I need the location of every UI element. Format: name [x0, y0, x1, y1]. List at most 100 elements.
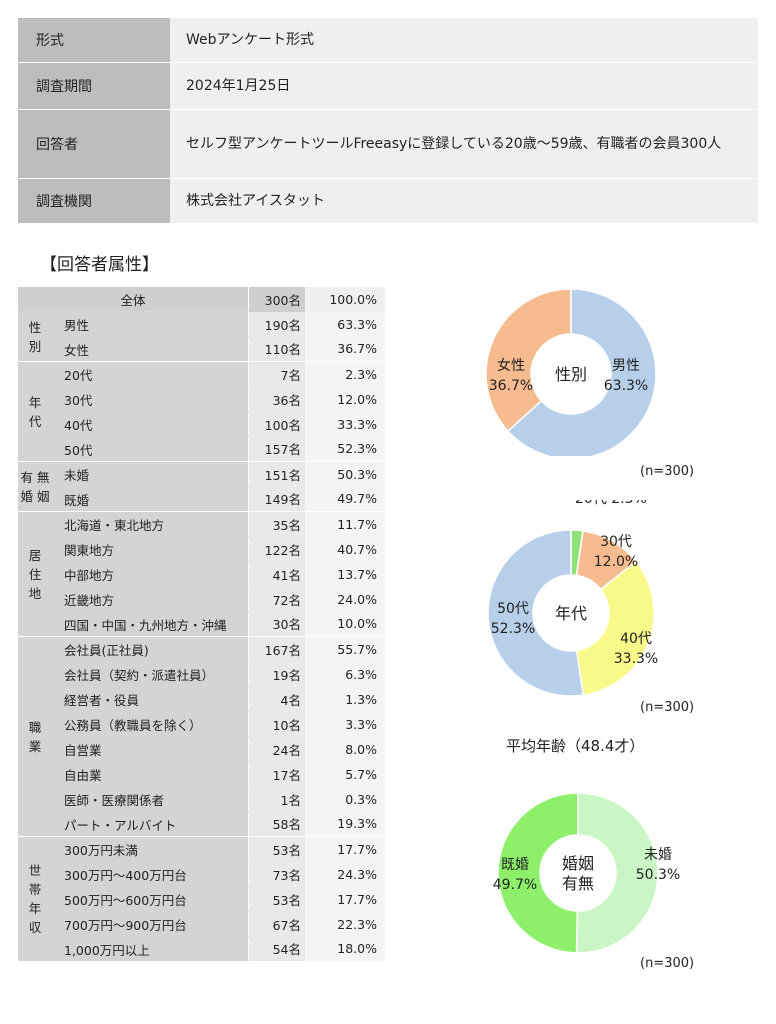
attribute-count: 157名 — [248, 436, 305, 462]
gender-donut-svg: 性別 男性 63.3% 女性 36.7% — [485, 288, 657, 460]
attribute-row: 40代 100名 33.3% — [18, 411, 385, 437]
group-label: 居住地 — [18, 511, 52, 637]
attribute-pct: 17.7% — [305, 836, 385, 862]
attribute-pct: 52.3% — [305, 436, 385, 462]
attribute-pct: 22.3% — [305, 911, 385, 937]
slice-label-name: 男性 — [612, 358, 640, 374]
slice-label-name: 女性 — [497, 357, 525, 374]
attribute-pct: 10.0% — [305, 611, 385, 637]
info-row-organization: 調査機関 株式会社アイスタット — [18, 179, 758, 224]
attribute-label: 500万円～600万円台 — [52, 886, 249, 912]
attribute-pct: 11.7% — [305, 511, 385, 537]
donut-center-label: 有無 — [562, 874, 594, 893]
attribute-row: パート・アルバイト 58名 19.3% — [18, 811, 385, 837]
slice-label-name: 30代 — [600, 534, 632, 550]
attribute-row: 500万円～600万円台 53名 17.7% — [18, 886, 385, 912]
total-label: 全体 — [18, 287, 249, 312]
attribute-pct: 50.3% — [305, 461, 385, 487]
attribute-row: 700万円～900万円台 67名 22.3% — [18, 911, 385, 937]
donut-slice-40代 — [575, 560, 655, 696]
attribute-row: 性別男性 190名 63.3% — [18, 311, 385, 362]
donut-slice-未婚 — [575, 792, 659, 954]
slice-label-pct: 50.3% — [636, 867, 680, 883]
info-value: Webアンケート形式 — [170, 18, 758, 62]
attribute-row: 医師・医療関係者 1名 0.3% — [18, 786, 385, 812]
attribute-label: 四国・中国・九州地方・沖縄 — [52, 611, 249, 637]
attribute-count: 167名 — [248, 636, 305, 662]
attribute-pct: 3.3% — [305, 711, 385, 737]
attribute-label: 男性 — [52, 311, 249, 337]
attribute-row: 自営業 24名 8.0% — [18, 736, 385, 762]
attribute-label: 関東地方 — [52, 536, 249, 562]
attribute-pct: 55.7% — [305, 636, 385, 662]
attribute-pct: 6.3% — [305, 661, 385, 687]
attribute-label: 700万円～900万円台 — [52, 911, 249, 937]
info-label: 調査機関 — [18, 179, 170, 223]
info-row-period: 調査期間 2024年1月25日 — [18, 63, 758, 110]
attribute-label: 医師・医療関係者 — [52, 786, 249, 812]
attribute-pct: 19.3% — [305, 811, 385, 837]
slice-label-pct: 63.3% — [604, 378, 648, 394]
donut-center-label: 婚姻 — [562, 854, 594, 873]
attribute-pct: 0.3% — [305, 786, 385, 812]
attribute-row: 1,000万円以上 54名 18.0% — [18, 936, 385, 962]
group-label: 有 無婚 姻 — [18, 461, 52, 512]
attribute-row: 50代 157名 52.3% — [18, 436, 385, 462]
attribute-label: 300万円未満 — [52, 836, 249, 862]
donut-slice-既婚 — [497, 792, 579, 954]
donut-slice-女性 — [485, 288, 572, 433]
attribute-count: 36名 — [248, 386, 305, 412]
attribute-row: 四国・中国・九州地方・沖縄 30名 10.0% — [18, 611, 385, 637]
attribute-row: 年代 20代 7名 2.3% — [18, 361, 385, 462]
attribute-label: 自由業 — [52, 761, 249, 787]
slice-label-pct: 36.7% — [489, 378, 533, 394]
attribute-pct: 5.7% — [305, 761, 385, 787]
attribute-count: 54名 — [248, 936, 305, 962]
age-donut-chart: 年代 20代 2.3% 30代 12.0% 40代 33.3% 50代 52.3% — [478, 491, 698, 714]
attribute-row: 世帯年収 300万円未満 53名 17.7% — [18, 836, 385, 962]
slice-label: 20代 2.3% — [575, 500, 647, 507]
attribute-label: 北海道・東北地方 — [52, 511, 249, 537]
attribute-row: 会社員（契約・派遣社員） 19名 6.3% — [18, 661, 385, 687]
n-note-age: (n=300) — [640, 700, 695, 715]
donut-slice-男性 — [506, 288, 657, 460]
attribute-pct: 36.7% — [305, 336, 385, 362]
attribute-label: 既婚 — [52, 486, 249, 512]
attributes-title: 【回答者属性】 — [40, 255, 159, 275]
donut-center-label: 性別 — [555, 365, 587, 384]
survey-info-table: 形式 Webアンケート形式 調査期間 2024年1月25日 回答者 セルフ型アン… — [18, 18, 758, 224]
attribute-pct: 1.3% — [305, 686, 385, 712]
attribute-row: 300万円～400万円台 73名 24.3% — [18, 861, 385, 887]
attribute-pct: 12.0% — [305, 386, 385, 412]
attribute-count: 110名 — [248, 336, 305, 362]
attribute-pct: 24.0% — [305, 586, 385, 612]
attribute-label: 30代 — [52, 386, 249, 412]
attribute-row: 近畿地方 72名 24.0% — [18, 586, 385, 612]
attribute-pct: 40.7% — [305, 536, 385, 562]
n-note-marital: (n=300) — [640, 956, 695, 971]
attribute-pct: 17.7% — [305, 886, 385, 912]
attribute-count: 24名 — [248, 736, 305, 762]
slice-label-pct: 33.3% — [614, 651, 658, 667]
attribute-count: 67名 — [248, 911, 305, 937]
n-note-gender: (n=300) — [640, 464, 695, 479]
attribute-label: 女性 — [52, 336, 249, 362]
info-value: 株式会社アイスタット — [170, 179, 758, 223]
info-row-respondents: 回答者 セルフ型アンケートツールFreeasyに登録している20歳～59歳、有職… — [18, 110, 758, 179]
attribute-row: 既婚 149名 49.7% — [18, 486, 385, 512]
attribute-count: 35名 — [248, 511, 305, 537]
attribute-row: 中部地方 41名 13.7% — [18, 561, 385, 587]
slice-label-pct: 49.7% — [493, 877, 537, 893]
info-label: 形式 — [18, 18, 170, 62]
average-age: 平均年齢（48.4才） — [506, 737, 645, 755]
attribute-label: 300万円～400万円台 — [52, 861, 249, 887]
attribute-count: 10名 — [248, 711, 305, 737]
slice-label-name: 既婚 — [501, 857, 529, 873]
info-value: 2024年1月25日 — [170, 63, 758, 109]
info-row-format: 形式 Webアンケート形式 — [18, 18, 758, 63]
group-label: 年代 — [18, 361, 52, 462]
age-donut-svg: 年代 20代 2.3% 30代 12.0% 40代 33.3% 50代 52.3% — [487, 491, 658, 697]
group-label: 世帯年収 — [18, 836, 52, 962]
attribute-count: 19名 — [248, 661, 305, 687]
info-label: 調査期間 — [18, 63, 170, 109]
